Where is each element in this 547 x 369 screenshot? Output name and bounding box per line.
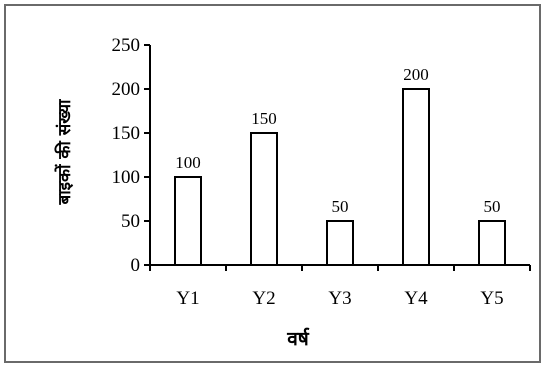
y-tick-label: 150	[112, 123, 141, 144]
x-tick-label: Y2	[252, 288, 275, 309]
data-label-y3: 50	[332, 197, 349, 216]
x-tick-label: Y5	[480, 288, 503, 309]
bar-y4	[402, 88, 430, 266]
bar-y5	[478, 220, 506, 266]
y-tick-label: 50	[121, 211, 140, 232]
y-axis-label: बाइकों की संख्या	[54, 99, 75, 206]
bar-y2	[250, 132, 278, 266]
y-tick-label: 0	[131, 255, 141, 276]
bar-y1	[174, 176, 202, 266]
y-tick-label: 200	[112, 79, 141, 100]
data-label-y5: 50	[484, 197, 501, 216]
x-tick-label: Y1	[176, 288, 199, 309]
data-label-y1: 100	[175, 153, 201, 172]
x-tick-label: Y4	[404, 288, 428, 309]
bar-group: 100 150 50 200 50	[174, 65, 506, 266]
bar-y3	[326, 220, 354, 266]
x-axis-label: वर्ष	[286, 327, 310, 350]
x-tick-label: Y3	[328, 288, 351, 309]
y-tick-group: 0 50 100 150 200 250	[112, 35, 150, 276]
y-tick-label: 100	[112, 167, 141, 188]
y-tick-label: 250	[112, 35, 141, 56]
data-label-y4: 200	[403, 65, 429, 84]
data-label-y2: 150	[251, 109, 277, 128]
x-tick-group: Y1 Y2 Y3 Y4 Y5	[149, 265, 531, 309]
